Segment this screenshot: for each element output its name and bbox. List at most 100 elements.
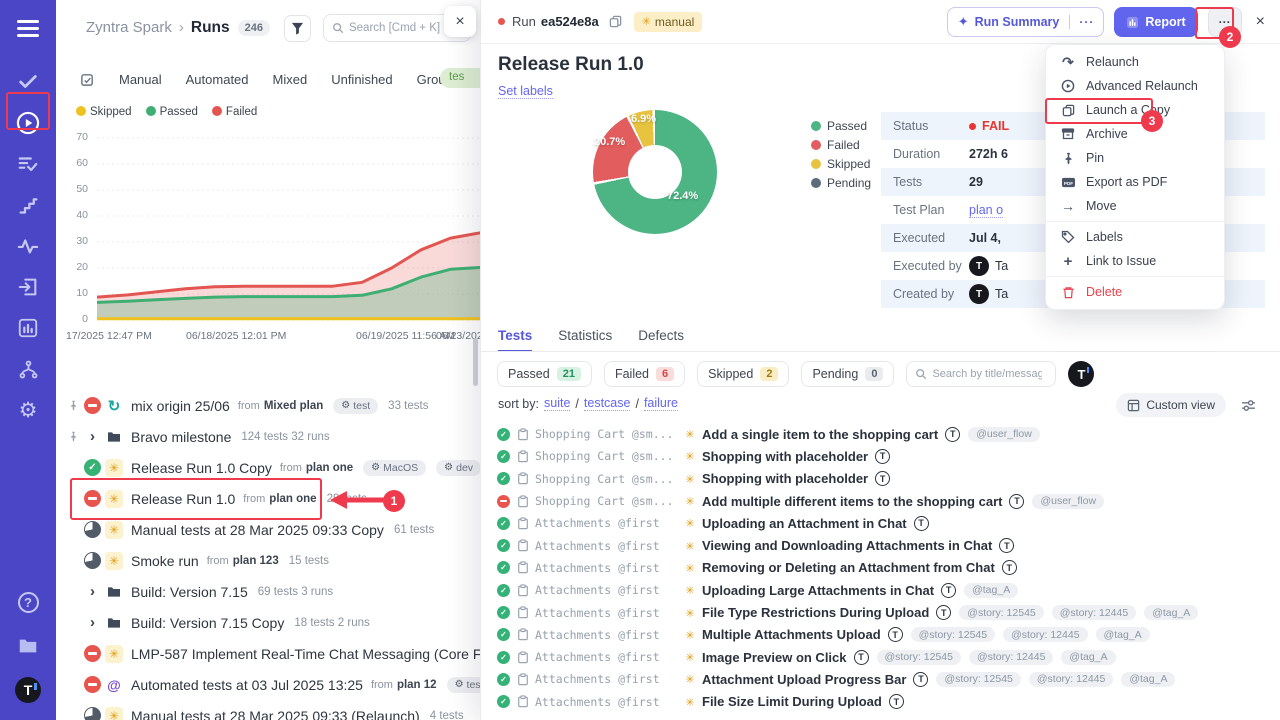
menu-item-labels[interactable]: Labels [1046,225,1224,249]
view-settings-icon[interactable] [1241,398,1256,418]
run-group-row[interactable]: Build: Version 7.15 Copy18 tests 2 runs [56,607,480,638]
run-title[interactable]: mix origin 25/06 [131,398,230,414]
runs-play-icon[interactable] [8,103,48,143]
tab-statistics[interactable]: Statistics [558,328,612,352]
tab-test-truncated[interactable]: tes [440,68,480,88]
run-row[interactable]: Smoke runfromplan 12315 tests [56,545,480,576]
pin-icon[interactable] [68,400,84,411]
menu-item-launch-a-copy[interactable]: Launch a Copy [1046,98,1224,122]
select-all-icon[interactable] [80,72,95,87]
test-row[interactable]: Shopping Cart @sm...Add a single item to… [497,423,1280,445]
menu-item-move[interactable]: Move [1046,194,1224,218]
run-row-release-run-1-0[interactable]: Release Run 1.0fromplan one29 tests [56,483,480,514]
help-icon[interactable] [8,582,48,622]
menu-item-archive[interactable]: Archive [1046,122,1224,146]
runs-search-input[interactable] [349,22,449,34]
sort-suite-link[interactable]: suite [544,396,570,411]
tests-search-input[interactable] [932,368,1042,380]
filter-pending[interactable]: Pending0 [801,361,894,387]
user-avatar[interactable] [8,670,48,710]
plan-link[interactable]: plan 123 [233,555,279,567]
tab-manual[interactable]: Manual [119,72,162,87]
run-title[interactable]: Manual tests at 28 Mar 2025 09:33 (Relau… [131,708,420,720]
run-title[interactable]: Manual tests at 28 Mar 2025 09:33 Copy [131,522,384,538]
test-row[interactable]: Shopping Cart @sm...Add multiple differe… [497,490,1280,512]
run-title[interactable]: Build: Version 7.15 Copy [131,615,284,631]
filter-skipped[interactable]: Skipped2 [697,361,789,387]
sort-testcase-link[interactable]: testcase [584,396,631,411]
tab-mixed[interactable]: Mixed [273,72,308,87]
run-title[interactable]: Release Run 1.0 Copy [131,460,272,476]
pin-icon[interactable] [68,431,84,442]
branch-icon[interactable] [8,349,48,389]
test-row[interactable]: Attachments @firstUploading Large Attach… [497,579,1280,601]
assignee-avatar[interactable] [1068,361,1094,387]
plan-link[interactable]: Mixed plan [264,400,323,412]
run-title[interactable]: LMP-587 Implement Real-Time Chat Messagi… [131,646,480,662]
panel-close-button[interactable] [444,6,476,37]
set-labels-link[interactable]: Set labels [498,84,553,99]
run-row[interactable]: Release Run 1.0 Copyfromplan oneMacOSdev… [56,452,480,483]
tab-defects[interactable]: Defects [638,328,684,352]
test-row[interactable]: Attachments @firstViewing and Downloadin… [497,534,1280,556]
pulse-activity-icon[interactable] [8,226,48,266]
run-title[interactable]: Build: Version 7.15 [131,584,248,600]
filter-funnel-button[interactable] [284,15,311,42]
run-title[interactable]: Bravo milestone [131,429,231,445]
scrollbar-thumb[interactable] [473,338,478,386]
plan-link[interactable]: plan one [306,462,353,474]
tests-check-icon[interactable] [8,62,48,102]
menu-item-link-to-issue[interactable]: Link to Issue [1046,249,1224,273]
test-row[interactable]: Attachments @firstImage Preview on Click… [497,646,1280,668]
projects-folder-icon[interactable] [8,626,48,666]
menu-item-delete[interactable]: Delete [1046,280,1224,304]
chevron-right-icon[interactable] [84,428,101,445]
tab-tests[interactable]: Tests [498,328,532,352]
run-title[interactable]: Automated tests at 03 Jul 2025 13:25 [131,677,363,693]
run-summary-button[interactable]: Run Summary [947,7,1105,37]
run-row[interactable]: Manual tests at 28 Mar 2025 09:33 (Relau… [56,700,480,720]
run-title[interactable]: Smoke run [131,553,199,569]
breadcrumb-section[interactable]: Runs [191,19,230,36]
run-row[interactable]: mix origin 25/06fromMixed plantest33 tes… [56,390,480,421]
test-row[interactable]: Attachments @firstMultiple Attachments U… [497,624,1280,646]
test-row[interactable]: Attachments @firstFile Size Limit During… [497,691,1280,713]
test-plans-icon[interactable] [8,144,48,184]
settings-gear-icon[interactable] [8,390,48,430]
close-icon[interactable] [1256,13,1265,31]
run-row[interactable]: Manual tests at 28 Mar 2025 09:33 Copy61… [56,514,480,545]
test-row[interactable]: Attachments @firstUploading an Attachmen… [497,512,1280,534]
sort-failure-link[interactable]: failure [644,396,678,411]
custom-view-button[interactable]: Custom view [1116,393,1226,417]
copy-icon[interactable] [609,15,622,28]
run-row[interactable]: Automated tests at 03 Jul 2025 13:25from… [56,669,480,700]
run-title[interactable]: Release Run 1.0 [131,491,235,507]
filter-passed[interactable]: Passed21 [497,361,592,387]
menu-item-advanced-relaunch[interactable]: Advanced Relaunch [1046,74,1224,98]
tab-automated[interactable]: Automated [186,72,249,87]
run-group-row[interactable]: Build: Version 7.1569 tests 3 runs [56,576,480,607]
plan-link[interactable]: plan one [269,493,316,505]
tab-unfinished[interactable]: Unfinished [331,72,392,87]
run-group-row[interactable]: Bravo milestone124 tests 32 runs [56,421,480,452]
reports-chart-icon[interactable] [8,308,48,348]
test-row[interactable]: Shopping Cart @sm...Shopping with placeh… [497,468,1280,490]
plan-link[interactable]: plan 12 [397,679,437,691]
chevron-right-icon[interactable] [84,583,101,600]
filter-failed[interactable]: Failed6 [604,361,685,387]
test-row[interactable]: Attachments @firstAttachment Upload Prog… [497,668,1280,690]
breadcrumb-project[interactable]: Zyntra Spark [86,19,172,36]
chevron-right-icon[interactable] [84,614,101,631]
test-row[interactable]: Attachments @firstRemoving or Deleting a… [497,557,1280,579]
menu-item-export-pdf[interactable]: PDFExport as PDF [1046,170,1224,194]
menu-item-pin[interactable]: Pin [1046,146,1224,170]
test-plan-link[interactable]: plan o [969,203,1003,218]
milestones-steps-icon[interactable] [8,185,48,225]
menu-item-relaunch[interactable]: Relaunch [1046,50,1224,74]
import-icon[interactable] [8,267,48,307]
report-button[interactable]: Report [1114,7,1197,37]
run-summary-more-button[interactable] [1069,15,1103,29]
test-row[interactable]: Attachments @firstFile Type Restrictions… [497,601,1280,623]
test-row[interactable]: Shopping Cart @sm...Shopping with placeh… [497,445,1280,467]
menu-icon[interactable] [8,8,48,48]
